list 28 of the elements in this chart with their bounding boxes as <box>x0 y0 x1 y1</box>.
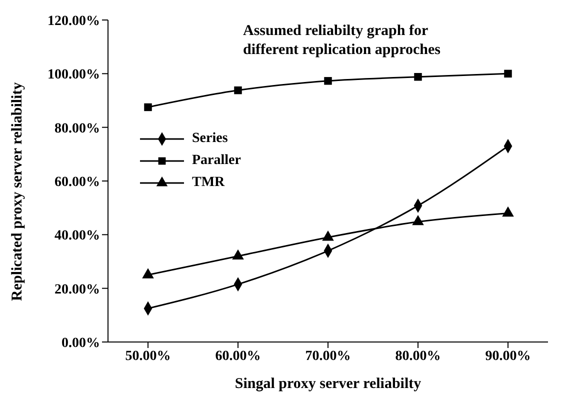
legend-label: Paraller <box>192 153 241 169</box>
legend-label: TMR <box>192 175 225 191</box>
y-axis-title: Replicated proxy server reliability <box>9 82 26 301</box>
x-tick-label: 60.00% <box>215 348 261 364</box>
point <box>232 249 244 260</box>
y-tick-label: 20.00% <box>54 282 100 298</box>
legend-label: Series <box>192 131 228 147</box>
x-tick-label: 70.00% <box>305 348 351 364</box>
point <box>412 214 424 226</box>
text: Assumed reliabilty graph for different replication approches <box>243 22 442 60</box>
point <box>504 70 512 78</box>
y-tick-label: 100.00% <box>48 68 100 83</box>
x-tick-label: 80.00% <box>395 348 441 364</box>
x-axis-title: Singal proxy server reliabilty <box>234 376 422 392</box>
y-tick-label: 60.00% <box>54 174 100 190</box>
point <box>144 103 152 112</box>
point <box>322 230 334 241</box>
point <box>324 77 332 85</box>
x-tick-label: 50.00% <box>125 348 171 364</box>
y-tick-label: 40.00% <box>54 228 100 244</box>
x-tick-label: 90.00% <box>485 348 531 364</box>
point <box>502 206 514 217</box>
point <box>414 73 422 81</box>
point <box>142 268 154 278</box>
y-tick-label: 120.00% <box>48 14 100 29</box>
y-tick-label: 0.00% <box>62 336 100 351</box>
y-tick-label: 80.00% <box>54 121 100 136</box>
point <box>234 86 242 94</box>
